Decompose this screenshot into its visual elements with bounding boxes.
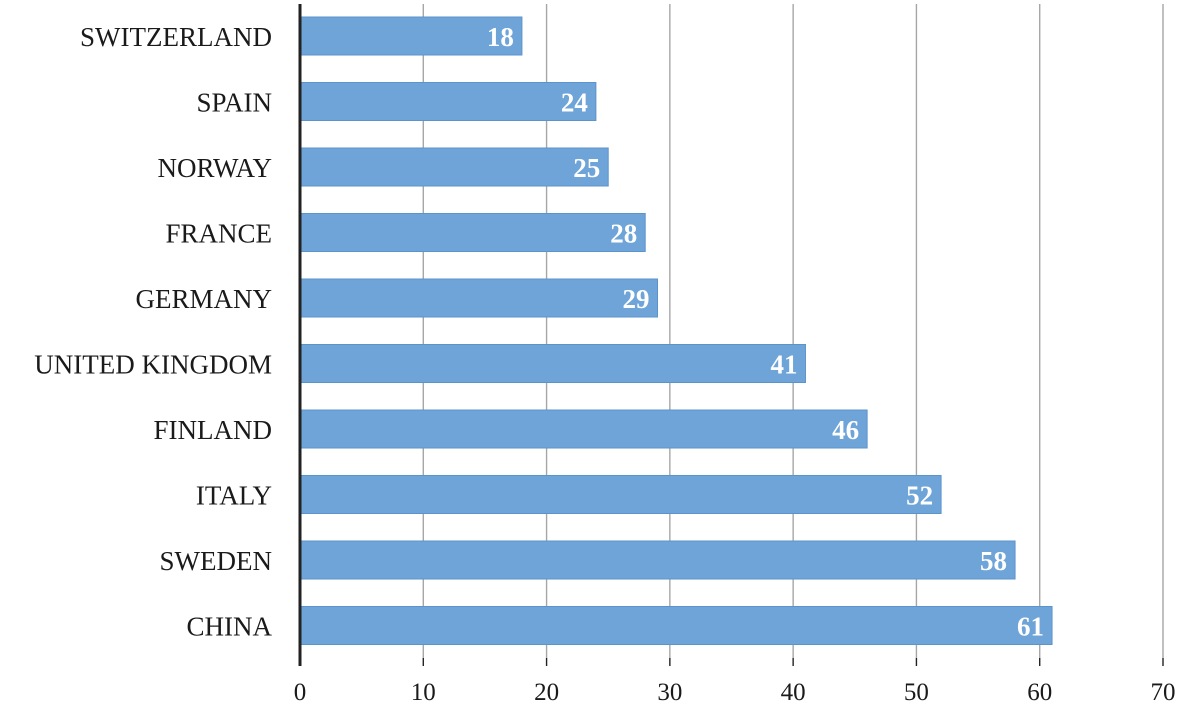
bar	[299, 344, 806, 383]
axes	[298, 4, 1164, 666]
category-label: SPAIN	[196, 88, 272, 118]
bar	[299, 278, 659, 318]
data-label: 28	[610, 219, 637, 249]
data-label: 61	[1017, 612, 1044, 642]
x-tick-label: 70	[1151, 679, 1176, 706]
data-label: 58	[980, 546, 1007, 576]
category-label: NORWAY	[157, 153, 272, 183]
x-tick-label: 0	[294, 679, 307, 706]
category-label: FRANCE	[165, 219, 272, 249]
bar	[299, 82, 597, 121]
category-label: FINLAND	[154, 415, 273, 445]
data-label: 52	[906, 481, 933, 511]
x-tick-label: 30	[657, 679, 682, 706]
data-label: 18	[487, 22, 514, 52]
x-tick-label: 60	[1027, 679, 1052, 706]
bars	[299, 16, 1053, 645]
x-tick-label: 20	[534, 679, 559, 706]
bar	[299, 147, 609, 187]
data-label: 24	[561, 88, 588, 118]
category-label: CHINA	[187, 612, 273, 642]
bar	[299, 540, 1016, 580]
data-label: 41	[770, 350, 797, 380]
data-label: 46	[832, 415, 859, 445]
labels: 0 10 20 30 40 50 60 70 SWITZERLAND 18 SPAIN 24 NORWA…	[34, 22, 1175, 706]
bar	[299, 213, 646, 252]
category-label: SWITZERLAND	[80, 22, 272, 52]
category-label: ITALY	[196, 481, 272, 511]
x-tick-label: 40	[781, 679, 806, 706]
data-label: 25	[573, 153, 600, 183]
x-tick-label: 10	[411, 679, 436, 706]
category-label: UNITED KINGDOM	[34, 350, 272, 380]
category-label: GERMANY	[135, 284, 272, 314]
category-label: SWEDEN	[160, 546, 272, 576]
data-label: 29	[623, 284, 650, 314]
bar	[299, 475, 942, 514]
x-tick-label: 50	[904, 679, 929, 706]
bar	[299, 409, 868, 449]
bar	[299, 606, 1053, 645]
